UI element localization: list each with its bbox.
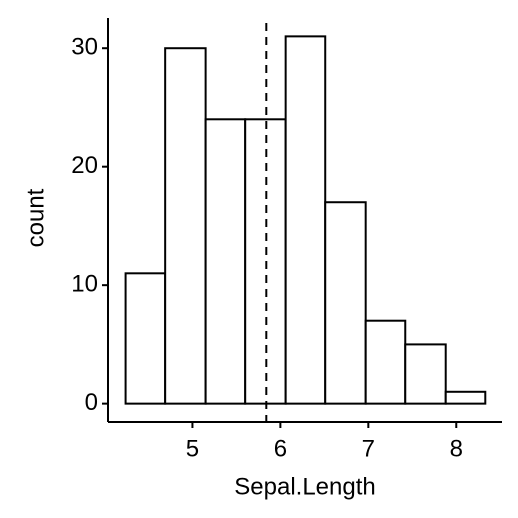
x-tick-label: 5 (186, 435, 199, 462)
bar (364, 319, 407, 405)
bar (204, 118, 247, 405)
x-tick-label: 8 (450, 435, 463, 462)
bar (164, 47, 207, 405)
x-axis-label: Sepal.Length (234, 473, 375, 500)
y-tick-label: 20 (71, 152, 98, 179)
y-tick-label: 10 (71, 271, 98, 298)
bar (324, 201, 367, 405)
bar (404, 343, 447, 405)
bar (284, 35, 327, 405)
bar (124, 272, 167, 405)
y-axis-label: count (22, 188, 49, 247)
x-tick-label: 7 (362, 435, 375, 462)
y-tick-label: 30 (71, 34, 98, 61)
bar (444, 390, 487, 405)
y-tick-label: 0 (85, 389, 98, 416)
x-tick-label: 6 (274, 435, 287, 462)
